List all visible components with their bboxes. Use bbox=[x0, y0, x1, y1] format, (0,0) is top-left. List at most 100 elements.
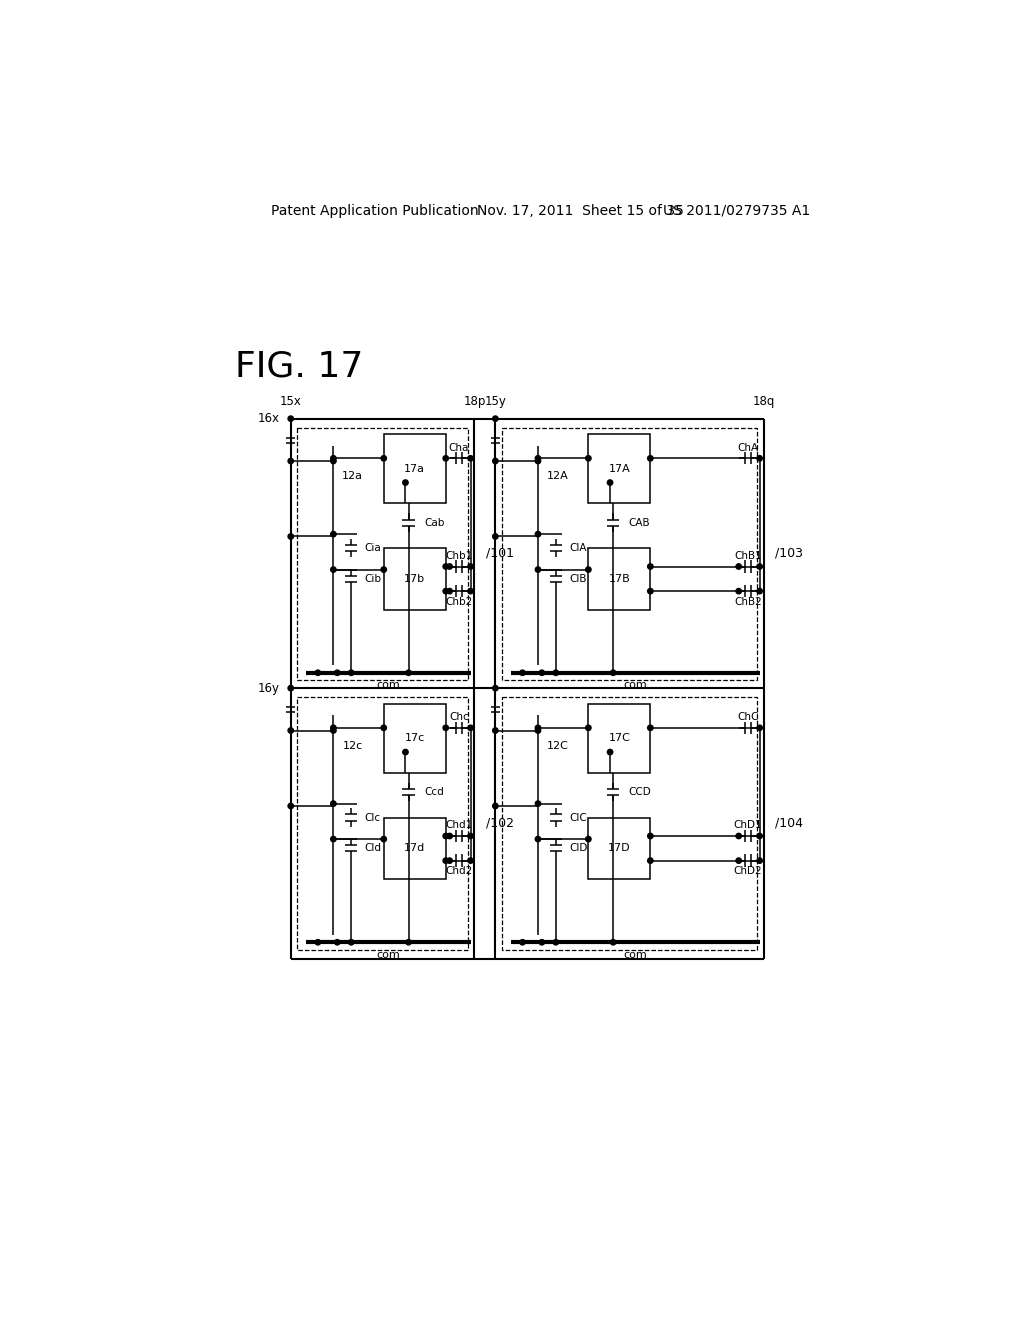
Text: ClD: ClD bbox=[569, 843, 588, 853]
Text: Chb2: Chb2 bbox=[445, 597, 472, 607]
Text: 15y: 15y bbox=[484, 395, 506, 408]
Circle shape bbox=[757, 589, 762, 594]
Circle shape bbox=[446, 564, 453, 569]
Circle shape bbox=[536, 532, 541, 537]
Circle shape bbox=[493, 458, 498, 463]
Circle shape bbox=[331, 725, 336, 730]
Bar bbox=[502, 428, 758, 681]
Circle shape bbox=[536, 566, 541, 573]
Text: US 2011/0279735 A1: US 2011/0279735 A1 bbox=[663, 203, 810, 218]
Circle shape bbox=[553, 940, 558, 945]
Circle shape bbox=[493, 804, 498, 809]
Circle shape bbox=[757, 725, 762, 730]
Text: Cld: Cld bbox=[365, 843, 381, 853]
Circle shape bbox=[468, 455, 473, 461]
Text: com: com bbox=[624, 680, 647, 690]
Circle shape bbox=[536, 725, 541, 730]
Circle shape bbox=[520, 940, 525, 945]
Circle shape bbox=[610, 671, 615, 676]
Circle shape bbox=[586, 725, 591, 730]
Circle shape bbox=[443, 564, 449, 569]
Circle shape bbox=[536, 458, 541, 463]
Circle shape bbox=[468, 589, 473, 594]
Text: Patent Application Publication: Patent Application Publication bbox=[271, 203, 479, 218]
Circle shape bbox=[381, 837, 386, 842]
Text: 17B: 17B bbox=[608, 574, 630, 583]
Bar bbox=[297, 697, 468, 950]
Bar bbox=[589, 704, 650, 774]
Circle shape bbox=[468, 725, 473, 730]
Text: 12C: 12C bbox=[547, 741, 568, 751]
Text: /102: /102 bbox=[486, 816, 514, 829]
Circle shape bbox=[315, 940, 321, 945]
Circle shape bbox=[406, 671, 412, 676]
Circle shape bbox=[757, 564, 762, 569]
Circle shape bbox=[536, 455, 541, 461]
Circle shape bbox=[493, 727, 498, 733]
Text: 16x: 16x bbox=[258, 412, 280, 425]
Text: Chd1: Chd1 bbox=[445, 820, 472, 830]
Text: Clc: Clc bbox=[365, 813, 381, 822]
Text: Chc: Chc bbox=[450, 711, 469, 722]
Circle shape bbox=[493, 416, 498, 421]
Text: 17a: 17a bbox=[404, 463, 425, 474]
Circle shape bbox=[607, 480, 612, 486]
Text: Cib: Cib bbox=[365, 574, 381, 583]
Text: 17D: 17D bbox=[608, 843, 631, 853]
Text: Cha: Cha bbox=[449, 442, 469, 453]
Circle shape bbox=[520, 671, 525, 676]
Circle shape bbox=[288, 458, 294, 463]
Circle shape bbox=[610, 940, 615, 945]
Bar bbox=[589, 817, 650, 879]
Circle shape bbox=[647, 564, 653, 569]
Text: /101: /101 bbox=[486, 546, 514, 560]
Text: /104: /104 bbox=[775, 816, 803, 829]
Text: com: com bbox=[377, 680, 400, 690]
Circle shape bbox=[288, 727, 294, 733]
Circle shape bbox=[468, 833, 473, 838]
Circle shape bbox=[468, 858, 473, 863]
Circle shape bbox=[736, 858, 741, 863]
Circle shape bbox=[586, 566, 591, 573]
Text: FIG. 17: FIG. 17 bbox=[234, 350, 364, 383]
Circle shape bbox=[468, 564, 473, 569]
Text: CAB: CAB bbox=[629, 517, 650, 528]
Text: Ccd: Ccd bbox=[424, 787, 443, 797]
Circle shape bbox=[331, 837, 336, 842]
Circle shape bbox=[647, 725, 653, 730]
Circle shape bbox=[331, 801, 336, 807]
Bar bbox=[589, 434, 650, 503]
Circle shape bbox=[288, 416, 294, 421]
Circle shape bbox=[402, 750, 409, 755]
Text: Nov. 17, 2011  Sheet 15 of 35: Nov. 17, 2011 Sheet 15 of 35 bbox=[477, 203, 684, 218]
Circle shape bbox=[540, 671, 545, 676]
Text: CIB: CIB bbox=[569, 574, 587, 583]
Circle shape bbox=[446, 589, 453, 594]
Circle shape bbox=[331, 458, 336, 463]
Text: ClC: ClC bbox=[569, 813, 587, 822]
Text: CIA: CIA bbox=[569, 543, 587, 553]
Text: 16y: 16y bbox=[258, 681, 280, 694]
Circle shape bbox=[607, 750, 612, 755]
Text: 17A: 17A bbox=[608, 463, 630, 474]
Circle shape bbox=[536, 727, 541, 733]
Text: Chb1: Chb1 bbox=[445, 550, 472, 561]
Circle shape bbox=[736, 833, 741, 838]
Bar bbox=[384, 548, 445, 610]
Circle shape bbox=[288, 804, 294, 809]
Text: ChD1: ChD1 bbox=[733, 820, 762, 830]
Circle shape bbox=[288, 685, 294, 690]
Circle shape bbox=[493, 533, 498, 539]
Circle shape bbox=[446, 858, 453, 863]
Circle shape bbox=[443, 725, 449, 730]
Text: 18p: 18p bbox=[463, 395, 485, 408]
Circle shape bbox=[331, 532, 336, 537]
Circle shape bbox=[493, 685, 498, 690]
Text: Chd2: Chd2 bbox=[445, 866, 472, 876]
Text: CCD: CCD bbox=[629, 787, 651, 797]
Circle shape bbox=[331, 566, 336, 573]
Circle shape bbox=[381, 455, 386, 461]
Circle shape bbox=[757, 455, 762, 461]
Circle shape bbox=[586, 455, 591, 461]
Text: ChA: ChA bbox=[737, 442, 759, 453]
